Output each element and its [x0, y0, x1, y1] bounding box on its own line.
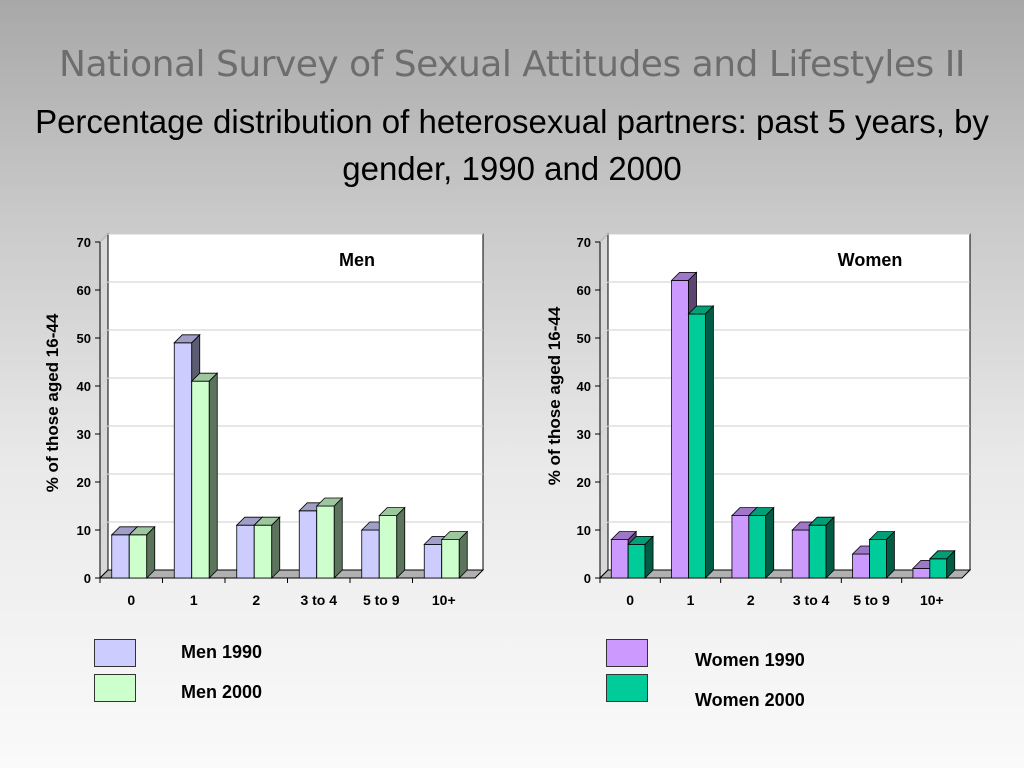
- women-bar-front: [869, 539, 887, 579]
- women-bar-front: [610, 539, 629, 579]
- men-bar: [315, 497, 344, 579]
- women-ytick-label: 40: [577, 379, 591, 394]
- men-ytick-label: 40: [77, 379, 91, 394]
- women-ytick-label: 30: [577, 427, 591, 442]
- women-gridline-side: [599, 377, 609, 387]
- legend-swatch-women-2000: [606, 674, 648, 702]
- men-gridline-side: [99, 521, 109, 531]
- men-bar-side: [396, 506, 406, 579]
- men-y-axis-label: % of those aged 16-44: [43, 313, 62, 492]
- women-gridline-side: [599, 473, 609, 483]
- women-plot-wall: [607, 233, 971, 571]
- women-gridline-side: [599, 521, 609, 531]
- women-bar: [687, 305, 715, 579]
- men-plot-wall: [107, 233, 484, 571]
- women-ytick-label: 60: [577, 283, 591, 298]
- women-gridline-side: [599, 425, 609, 435]
- men-gridline-side: [99, 425, 109, 435]
- men-bar: [378, 506, 406, 579]
- women-bar-side: [825, 516, 835, 579]
- women-xtick-label: 10+: [920, 592, 944, 608]
- men-bar-side: [208, 372, 218, 579]
- men-bar-side: [458, 530, 468, 579]
- slide-subtitle: Percentage distribution of heterosexual …: [35, 103, 989, 187]
- men-xtick-label: 1: [190, 592, 198, 608]
- men-gridline-side: [99, 233, 109, 243]
- women-bar-side: [644, 535, 654, 579]
- women-gridline-side: [599, 233, 609, 243]
- men-ytick-label: 20: [77, 475, 91, 490]
- women-bar-front: [671, 279, 689, 579]
- women-xtick-label: 0: [626, 592, 634, 608]
- women-xtick-label: 2: [747, 592, 755, 608]
- women-bar-front: [731, 515, 750, 579]
- men-xtick-label: 10+: [432, 592, 456, 608]
- legend-label-women-2000: Women 2000: [695, 690, 805, 710]
- women-y-axis-label: % of those aged 16-44: [545, 306, 564, 485]
- women-bar-side: [946, 549, 956, 579]
- women-gridline-side: [599, 329, 609, 339]
- women-bar-side: [885, 530, 895, 579]
- women-bar: [868, 530, 896, 579]
- men-gridline-side: [99, 329, 109, 339]
- legend-label-men-1990: Men 1990: [181, 642, 263, 662]
- men-xtick-label: 5 to 9: [363, 592, 400, 608]
- men-xtick-label: 3 to 4: [300, 592, 337, 608]
- men-bar-side: [333, 497, 343, 579]
- men-bar: [128, 525, 156, 579]
- men-bar-side: [146, 525, 156, 579]
- women-bar: [627, 535, 655, 579]
- women-xtick-label: 5 to 9: [853, 592, 890, 608]
- women-ytick-label: 50: [577, 331, 591, 346]
- men-ytick-label: 70: [77, 235, 91, 250]
- legend-swatch-men-2000: [94, 674, 136, 702]
- women-bar-front: [808, 524, 827, 579]
- women-xtick-label: 3 to 4: [793, 592, 830, 608]
- men-ytick-label: 50: [77, 331, 91, 346]
- women-panel-title: Women: [838, 250, 903, 270]
- men-bar: [190, 372, 219, 579]
- men-xtick-label: 2: [252, 592, 260, 608]
- women-bar: [808, 516, 836, 579]
- women-bar-side: [765, 506, 775, 579]
- women-ytick-label: 70: [577, 235, 591, 250]
- women-bar-side: [704, 305, 714, 579]
- legend-swatch-women-1990: [606, 639, 648, 667]
- women-bar: [928, 549, 956, 579]
- women-bar-front: [929, 558, 948, 579]
- women-bar-front: [688, 313, 706, 579]
- slide-title: National Survey of Sexual Attitudes and …: [59, 44, 965, 85]
- men-ytick-label: 30: [77, 427, 91, 442]
- men-ytick-label: 0: [84, 571, 91, 586]
- legend-swatch-men-1990: [94, 639, 136, 667]
- women-xtick-label: 1: [687, 592, 695, 608]
- women-bar-front: [912, 568, 931, 579]
- women-bar-front: [852, 553, 870, 579]
- women-bar-front: [627, 544, 646, 579]
- women-bar-front: [791, 529, 810, 579]
- men-ytick-label: 10: [77, 523, 91, 538]
- men-panel-title: Men: [339, 250, 375, 270]
- women-ytick-label: 0: [584, 571, 591, 586]
- women-ytick-label: 10: [577, 523, 591, 538]
- men-xtick-label: 0: [127, 592, 135, 608]
- men-gridline-side: [99, 281, 109, 291]
- women-bar: [747, 506, 775, 579]
- men-gridline-side: [99, 473, 109, 483]
- legend-label-men-2000: Men 2000: [181, 682, 263, 702]
- legend-label-women-1990: Women 1990: [695, 650, 805, 670]
- women-ytick-label: 20: [577, 475, 591, 490]
- women-bar-front: [748, 515, 767, 579]
- men-ytick-label: 60: [77, 283, 91, 298]
- women-gridline-side: [599, 281, 609, 291]
- men-bar: [253, 516, 281, 579]
- men-bar: [440, 530, 469, 579]
- men-bar-side: [271, 516, 281, 579]
- men-gridline-side: [99, 377, 109, 387]
